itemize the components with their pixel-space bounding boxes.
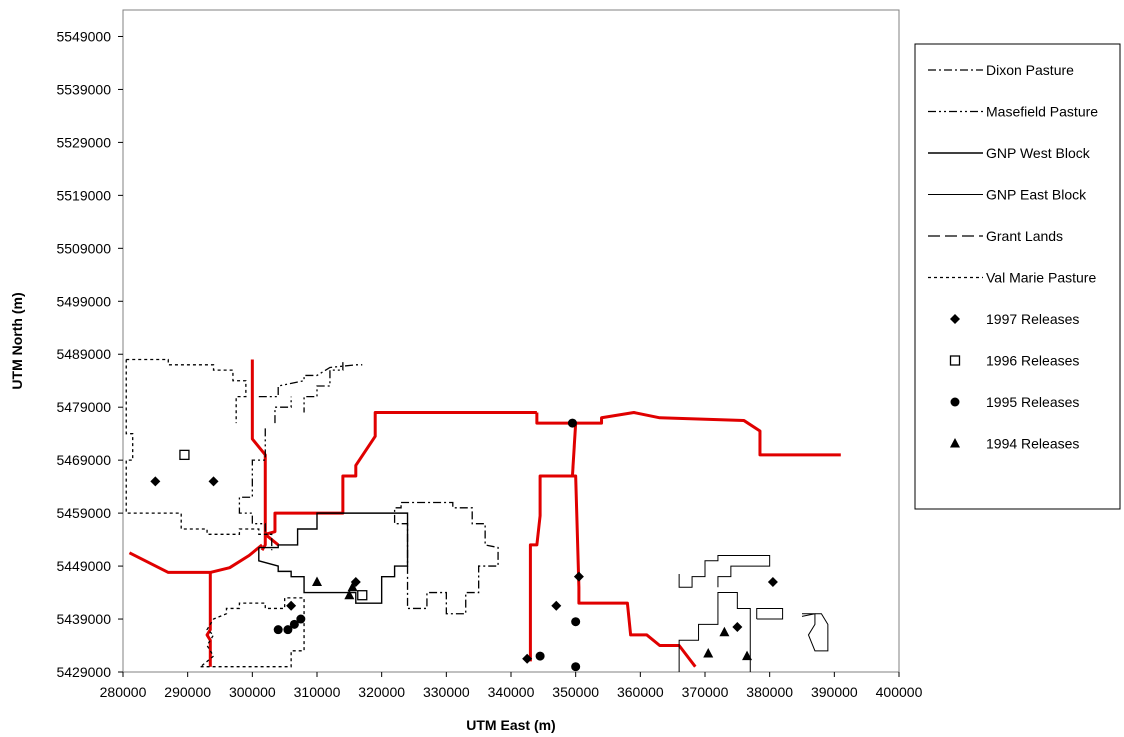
road-line	[570, 422, 578, 477]
1995-releases-point	[567, 418, 577, 428]
legend-label-1995-releases: 1995 Releases	[986, 394, 1079, 410]
legend: Dixon Pasture Masefield Pasture GNP West B…	[914, 43, 1121, 510]
masefield-pasture-boundary	[274, 396, 292, 424]
1997-releases-point	[150, 476, 161, 487]
dixon-pasture-boundary	[393, 501, 499, 615]
y-axis-title: UTM North (m)	[9, 292, 25, 389]
y-tick-label: 5539000	[56, 81, 111, 97]
road-line	[260, 410, 537, 551]
1995-releases-point	[283, 625, 293, 635]
1995-releases-point	[289, 619, 299, 629]
1995-releases-point	[571, 662, 581, 672]
legend-label-1994-releases: 1994 Releases	[986, 436, 1079, 452]
1994-releases-point	[312, 576, 322, 586]
1994-releases-point	[719, 626, 730, 637]
1994-releases-point	[344, 589, 355, 600]
1995-releases-point	[535, 651, 545, 661]
x-tick-label: 400000	[876, 684, 923, 700]
x-tick-label: 390000	[811, 684, 858, 700]
gnp-east-block-boundary	[756, 607, 784, 620]
y-tick-label: 5449000	[56, 558, 111, 574]
legend-swatch-1995-releases	[950, 397, 960, 407]
masefield-pasture-boundary	[258, 364, 363, 398]
1997-releases-point	[522, 653, 533, 664]
x-tick-label: 280000	[100, 684, 147, 700]
y-tick-label: 5429000	[56, 664, 111, 680]
1995-releases-point	[296, 614, 306, 624]
series-layer	[125, 358, 829, 672]
gnp-east-block-boundary	[678, 554, 771, 588]
y-tick-label: 5459000	[56, 505, 111, 521]
x-axis-title: UTM East (m)	[466, 717, 555, 733]
y-tick-label: 5489000	[56, 346, 111, 362]
masefield-pasture-boundary	[303, 362, 344, 413]
road-line	[205, 572, 212, 667]
y-tick-label: 5479000	[56, 399, 111, 415]
x-tick-label: 330000	[423, 684, 470, 700]
gnp-west-block-boundary	[258, 512, 409, 604]
x-tick-label: 290000	[164, 684, 211, 700]
x-tick-label: 360000	[617, 684, 664, 700]
1994-releases-point	[742, 650, 753, 661]
y-tick-label: 5519000	[56, 187, 111, 203]
axes-layer: 280000 290000 300000 310000 320000 330000 3400…	[56, 28, 922, 700]
1997-releases-point	[573, 571, 584, 582]
legend-label-gnp-east-block: GNP East Block	[986, 187, 1087, 203]
legend-swatch-1997-releases	[950, 314, 960, 324]
1997-releases-point	[732, 621, 743, 632]
x-tick-label: 320000	[358, 684, 405, 700]
1994-releases-point	[703, 647, 714, 658]
legend-swatch-1996-releases	[949, 355, 961, 366]
legend-label-val-marie-pasture: Val Marie Pasture	[986, 270, 1096, 286]
1996-releases-point	[179, 449, 190, 461]
road-line	[528, 474, 697, 668]
x-tick-label: 370000	[682, 684, 729, 700]
legend-label-gnp-west-block: GNP West Block	[986, 145, 1091, 161]
gnp-east-block-boundary	[678, 592, 751, 672]
1997-releases-point	[286, 600, 297, 611]
val-marie-pasture-boundary	[200, 597, 305, 668]
1994-releases-point	[347, 581, 358, 592]
road-line	[128, 543, 263, 574]
y-tick-label: 5549000	[56, 28, 111, 44]
x-tick-label: 300000	[229, 684, 276, 700]
1997-releases-point	[767, 576, 778, 587]
y-tick-label: 5529000	[56, 134, 111, 150]
legend-label-1997-releases: 1997 Releases	[986, 311, 1079, 327]
y-tick-label: 5469000	[56, 452, 111, 468]
legend-box	[914, 43, 1121, 510]
x-tick-label: 380000	[746, 684, 793, 700]
1996-releases-point	[357, 590, 368, 601]
x-tick-label: 350000	[552, 684, 599, 700]
1995-releases-point	[571, 617, 581, 627]
y-tick-label: 5499000	[56, 293, 111, 309]
x-tick-label: 340000	[488, 684, 535, 700]
1997-releases-point	[551, 600, 562, 611]
legend-label-masefield-pasture: Masefield Pasture	[986, 104, 1098, 120]
1995-releases-point	[273, 625, 283, 635]
legend-label-grant-lands: Grant Lands	[986, 228, 1063, 244]
legend-swatch-1994-releases	[950, 438, 960, 448]
x-tick-label: 310000	[294, 684, 341, 700]
gnp-east-block-boundary	[801, 613, 829, 652]
y-tick-label: 5509000	[56, 240, 111, 256]
1997-releases-point	[208, 476, 219, 487]
legend-label-1996-releases: 1996 Releases	[986, 353, 1079, 369]
val-marie-pasture-boundary	[125, 359, 272, 535]
legend-label-dixon-pasture: Dixon Pasture	[986, 62, 1074, 78]
y-tick-label: 5439000	[56, 611, 111, 627]
plot-area	[122, 9, 900, 673]
